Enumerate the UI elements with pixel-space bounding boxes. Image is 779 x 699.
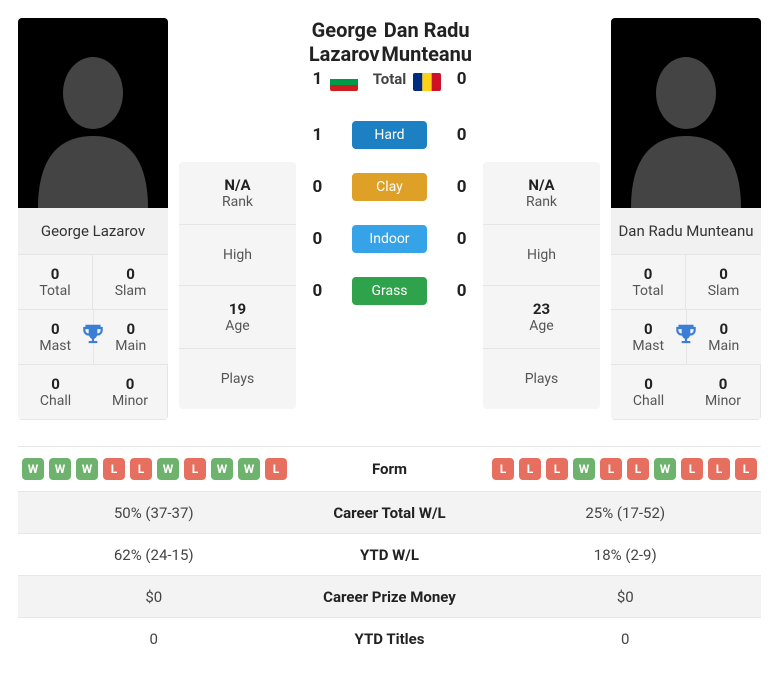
h2h-total: 1 Total 0	[307, 57, 472, 101]
player-name-caption-right[interactable]: Dan Radu Munteanu	[611, 208, 761, 255]
form-chip-w: W	[22, 458, 44, 480]
form-strip-right: LLLWLLWLLL	[488, 447, 761, 491]
surface-chip-hard[interactable]: Hard	[352, 121, 428, 149]
h2h-right: 0	[451, 229, 472, 249]
cmp-row-prize: $0 Career Prize Money $0	[18, 576, 761, 618]
form-chip-l: L	[681, 458, 703, 480]
form-chip-w: W	[238, 458, 260, 480]
center-col: George Lazarov Dan Radu Munteanu 1 Total…	[307, 18, 472, 317]
stat-slam: 0Slam	[93, 255, 168, 310]
high-right: High	[483, 225, 600, 286]
h2h-right: 0	[451, 177, 472, 197]
cmp-left: 62% (24-15)	[18, 535, 290, 575]
high-left: High	[179, 225, 296, 286]
trophy-icon	[673, 321, 699, 351]
stat-minor: 0Minor	[686, 365, 761, 420]
plays-right: Plays	[483, 349, 600, 409]
stat-minor: 0Minor	[93, 365, 168, 420]
cmp-label: YTD Titles	[290, 619, 490, 659]
stat-total: 0Total	[18, 255, 93, 310]
form-chip-w: W	[654, 458, 676, 480]
silhouette-icon	[621, 28, 751, 208]
cmp-right: 18% (2-9)	[490, 535, 762, 575]
player-card-right: Dan Radu Munteanu 0Total 0Slam 0Mast 0Ma…	[611, 18, 761, 420]
form-chip-l: L	[103, 458, 125, 480]
cmp-row-ytd-titles: 0 YTD Titles 0	[18, 618, 761, 660]
form-chip-l: L	[265, 458, 287, 480]
form-chip-l: L	[735, 458, 757, 480]
form-chip-l: L	[600, 458, 622, 480]
h2h-total-label: Total	[352, 70, 428, 88]
cmp-right: 25% (17-52)	[490, 493, 762, 533]
form-chip-l: L	[184, 458, 206, 480]
cmp-row-career-wl: 50% (37-37) Career Total W/L 25% (17-52)	[18, 492, 761, 534]
stat-slam: 0Slam	[686, 255, 761, 310]
cmp-left: 0	[18, 619, 290, 659]
h2h-row-indoor: 0 Indoor 0	[307, 213, 472, 265]
title-stats-left: 0Total 0Slam 0Mast 0Main 0Chall 0Minor	[18, 255, 168, 420]
h2h-total-right: 0	[451, 69, 472, 89]
h2h-row-clay: 0 Clay 0	[307, 161, 472, 213]
rank-right: N/ARank	[483, 162, 600, 225]
player-silhouette-right	[611, 18, 761, 208]
surface-chip-grass[interactable]: Grass	[352, 277, 428, 305]
cmp-right: $0	[490, 577, 762, 617]
comparison-table: WWWLLWLWWL Form LLLWLLWLLL 50% (37-37) C…	[18, 446, 761, 660]
h2h-left: 0	[307, 177, 328, 197]
cmp-label: Career Prize Money	[290, 577, 490, 617]
plays-left: Plays	[179, 349, 296, 409]
stat-total: 0Total	[611, 255, 686, 310]
stat-chall: 0Chall	[611, 365, 686, 420]
h2h-right: 0	[451, 281, 472, 301]
cmp-label: Career Total W/L	[290, 493, 490, 533]
form-chip-l: L	[627, 458, 649, 480]
form-chip-w: W	[573, 458, 595, 480]
trophy-row-right: 0Mast 0Main	[611, 310, 761, 365]
cmp-row-ytd-wl: 62% (24-15) YTD W/L 18% (2-9)	[18, 534, 761, 576]
cmp-row-form: WWWLLWLWWL Form LLLWLLWLLL	[18, 446, 761, 492]
form-chip-l: L	[130, 458, 152, 480]
h2h-rows: 1 Total 0 1Hard00Clay00Indoor00Grass0	[307, 101, 472, 317]
form-chip-w: W	[49, 458, 71, 480]
h2h-total-left: 1	[307, 69, 328, 89]
trophy-row-left: 0Mast 0Main	[18, 310, 168, 365]
info-col-right: N/ARank High 23Age Plays	[483, 162, 600, 409]
player-name-caption-left[interactable]: George Lazarov	[18, 208, 168, 255]
form-chip-l: L	[492, 458, 514, 480]
rank-left: N/ARank	[179, 162, 296, 225]
h2h-left: 1	[307, 125, 328, 145]
h2h-left: 0	[307, 281, 328, 301]
surface-chip-clay[interactable]: Clay	[352, 173, 428, 201]
title-stats-right: 0Total 0Slam 0Mast 0Main 0Chall 0Minor	[611, 255, 761, 420]
age-right: 23Age	[483, 286, 600, 349]
cmp-label: YTD W/L	[290, 535, 490, 575]
form-chip-l: L	[546, 458, 568, 480]
form-chip-l: L	[708, 458, 730, 480]
form-chip-w: W	[157, 458, 179, 480]
h2h-right: 0	[451, 125, 472, 145]
silhouette-icon	[28, 28, 158, 208]
h2h-row-grass: 0 Grass 0	[307, 265, 472, 317]
form-chip-w: W	[211, 458, 233, 480]
player-silhouette-left	[18, 18, 168, 208]
cmp-left: $0	[18, 577, 290, 617]
top-row: George Lazarov 0Total 0Slam 0Mast 0Main …	[18, 18, 761, 420]
info-col-left: N/ARank High 19Age Plays	[179, 162, 296, 409]
form-strip-left: WWWLLWLWWL	[18, 447, 291, 491]
cmp-left: 50% (37-37)	[18, 493, 290, 533]
cmp-right: 0	[490, 619, 762, 659]
age-left: 19Age	[179, 286, 296, 349]
player-card-left: George Lazarov 0Total 0Slam 0Mast 0Main …	[18, 18, 168, 420]
trophy-icon	[80, 321, 106, 351]
stat-chall: 0Chall	[18, 365, 93, 420]
form-chip-l: L	[519, 458, 541, 480]
h2h-left: 0	[307, 229, 328, 249]
cmp-label-form: Form	[291, 449, 488, 489]
surface-chip-indoor[interactable]: Indoor	[352, 225, 428, 253]
h2h-row-hard: 1 Hard 0	[307, 109, 472, 161]
form-chip-w: W	[76, 458, 98, 480]
